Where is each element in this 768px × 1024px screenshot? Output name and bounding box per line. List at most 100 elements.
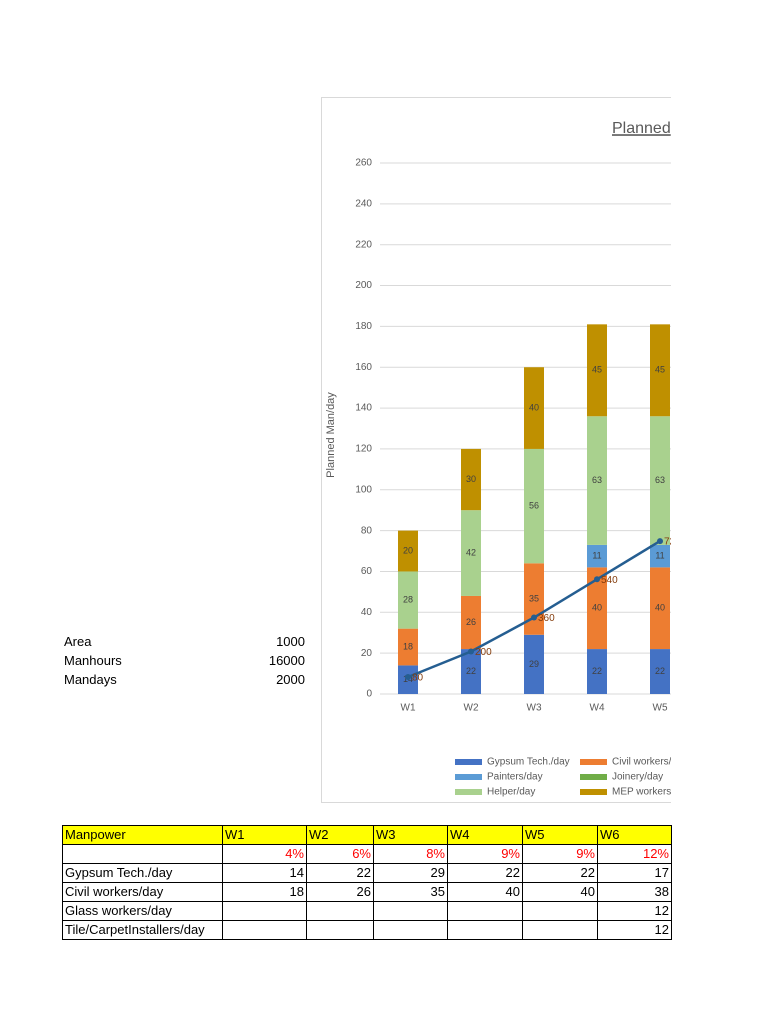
y-tick-label: 180 — [355, 321, 372, 332]
data-label: 42 — [466, 547, 476, 557]
table-cell — [373, 920, 448, 940]
y-tick-label: 240 — [355, 198, 372, 209]
line-point — [531, 614, 537, 621]
y-tick-label: 40 — [361, 607, 373, 618]
bar-segment — [587, 649, 607, 694]
table-row: Gypsum Tech./day 14 22 29 22 22 17 — [62, 863, 672, 883]
data-label: 22 — [655, 666, 665, 676]
line-label: 720 — [664, 537, 671, 548]
header-cell: W2 — [306, 825, 374, 845]
bar-segment — [398, 628, 418, 666]
info-value: 16000 — [268, 653, 305, 668]
bar-segment — [587, 567, 607, 650]
table-cell: 22 — [447, 863, 523, 883]
x-tick-label: W3 — [527, 703, 542, 714]
table-cell — [447, 920, 523, 940]
data-label: 26 — [466, 617, 476, 627]
table-cell: 8% — [373, 844, 448, 864]
data-label: 11 — [592, 551, 601, 561]
info-value: 2000 — [276, 672, 305, 687]
bar-segment — [650, 544, 670, 568]
header-cell: Manpower — [62, 825, 223, 845]
header-cell: W4 — [447, 825, 523, 845]
table-cell: 26 — [306, 882, 374, 902]
legend-label: Helper/day — [487, 787, 535, 798]
header-row: Manpower W1 W2 W3 W4 W5 W6 — [62, 825, 672, 845]
table-cell: Civil workers/day — [62, 882, 223, 902]
table-cell — [62, 844, 223, 864]
table-cell: 9% — [447, 844, 523, 864]
chart: Planned Planned Man/day 0 20 40 60 80 100 120 1… — [321, 97, 671, 803]
data-label: 22 — [466, 666, 476, 676]
header-cell: W5 — [522, 825, 598, 845]
y-tick-label: 80 — [361, 525, 373, 536]
table-cell: 35 — [373, 882, 448, 902]
legend-swatch — [580, 789, 607, 795]
line-point — [468, 648, 474, 655]
info-row: Area 1000 — [64, 634, 305, 652]
x-tick-label: W4 — [590, 703, 605, 714]
y-axis-title: Planned Man/day — [325, 392, 337, 478]
table-cell — [222, 901, 307, 921]
header-cell: W1 — [222, 825, 307, 845]
data-label: 45 — [655, 365, 665, 375]
bar-segment — [461, 649, 481, 694]
legend-label: Painters/day — [487, 772, 543, 783]
line-label: 360 — [538, 613, 555, 624]
table-row: Civil workers/day 18 26 35 40 40 38 — [62, 882, 672, 902]
line-point — [405, 674, 411, 681]
legend-swatch — [580, 774, 607, 780]
table-cell: 40 — [447, 882, 523, 902]
y-tick-label: 140 — [355, 403, 372, 414]
table-cell: 38 — [597, 882, 672, 902]
bar-segment — [650, 649, 670, 694]
table-cell: Glass workers/day — [62, 901, 223, 921]
data-label: 45 — [592, 365, 602, 375]
x-tick-label: W2 — [464, 703, 479, 714]
table-cell: 29 — [373, 863, 448, 883]
manpower-table: Manpower W1 W2 W3 W4 W5 W6 4% 6% 8% 9% 9% 12% Gypsum … — [62, 825, 672, 940]
table-cell: Tile/CarpetInstallers/day — [62, 920, 223, 940]
legend-label: Gypsum Tech./day — [487, 757, 570, 768]
table-cell — [522, 901, 598, 921]
bar-segment — [524, 634, 544, 694]
line-label: 540 — [601, 575, 618, 586]
bar-segment — [461, 448, 481, 511]
y-tick-label: 100 — [355, 484, 372, 495]
table-cell: 4% — [222, 844, 307, 864]
chart-border — [321, 97, 671, 803]
y-tick-label: 60 — [361, 566, 373, 577]
y-tick-label: 20 — [361, 648, 373, 659]
data-label: 11 — [655, 551, 664, 561]
data-label: 40 — [592, 603, 602, 613]
legend-label: Civil workers/day — [612, 757, 671, 768]
info-label: Manhours — [64, 653, 122, 668]
line-point — [657, 538, 663, 545]
table-row: Tile/CarpetInstallers/day 12 — [62, 920, 672, 940]
table-cell: Gypsum Tech./day — [62, 863, 223, 883]
bar-segment — [461, 510, 481, 596]
data-label: 18 — [403, 641, 413, 651]
line-label: 80 — [412, 673, 424, 684]
info-row: Mandays 2000 — [64, 672, 305, 690]
line-point — [594, 576, 600, 583]
y-tick-label: 120 — [355, 444, 372, 455]
data-label: 35 — [529, 593, 539, 603]
bar-segment — [587, 544, 607, 568]
data-label: 30 — [466, 474, 476, 484]
chart-frame: Planned Planned Man/day 0 20 40 60 80 100 120 1… — [321, 97, 671, 804]
legend-label: MEP workers/day — [612, 787, 671, 798]
table-cell — [373, 901, 448, 921]
legend-swatch — [455, 759, 482, 765]
legend-swatch — [580, 759, 607, 765]
table-cell — [306, 901, 374, 921]
legend-swatch — [455, 774, 482, 780]
data-label: 40 — [529, 402, 539, 412]
bar-segment — [398, 571, 418, 629]
table-cell: 12 — [597, 920, 672, 940]
table-cell: 18 — [222, 882, 307, 902]
data-label: 28 — [403, 594, 413, 604]
table-cell: 17 — [597, 863, 672, 883]
bar-segment — [587, 324, 607, 417]
